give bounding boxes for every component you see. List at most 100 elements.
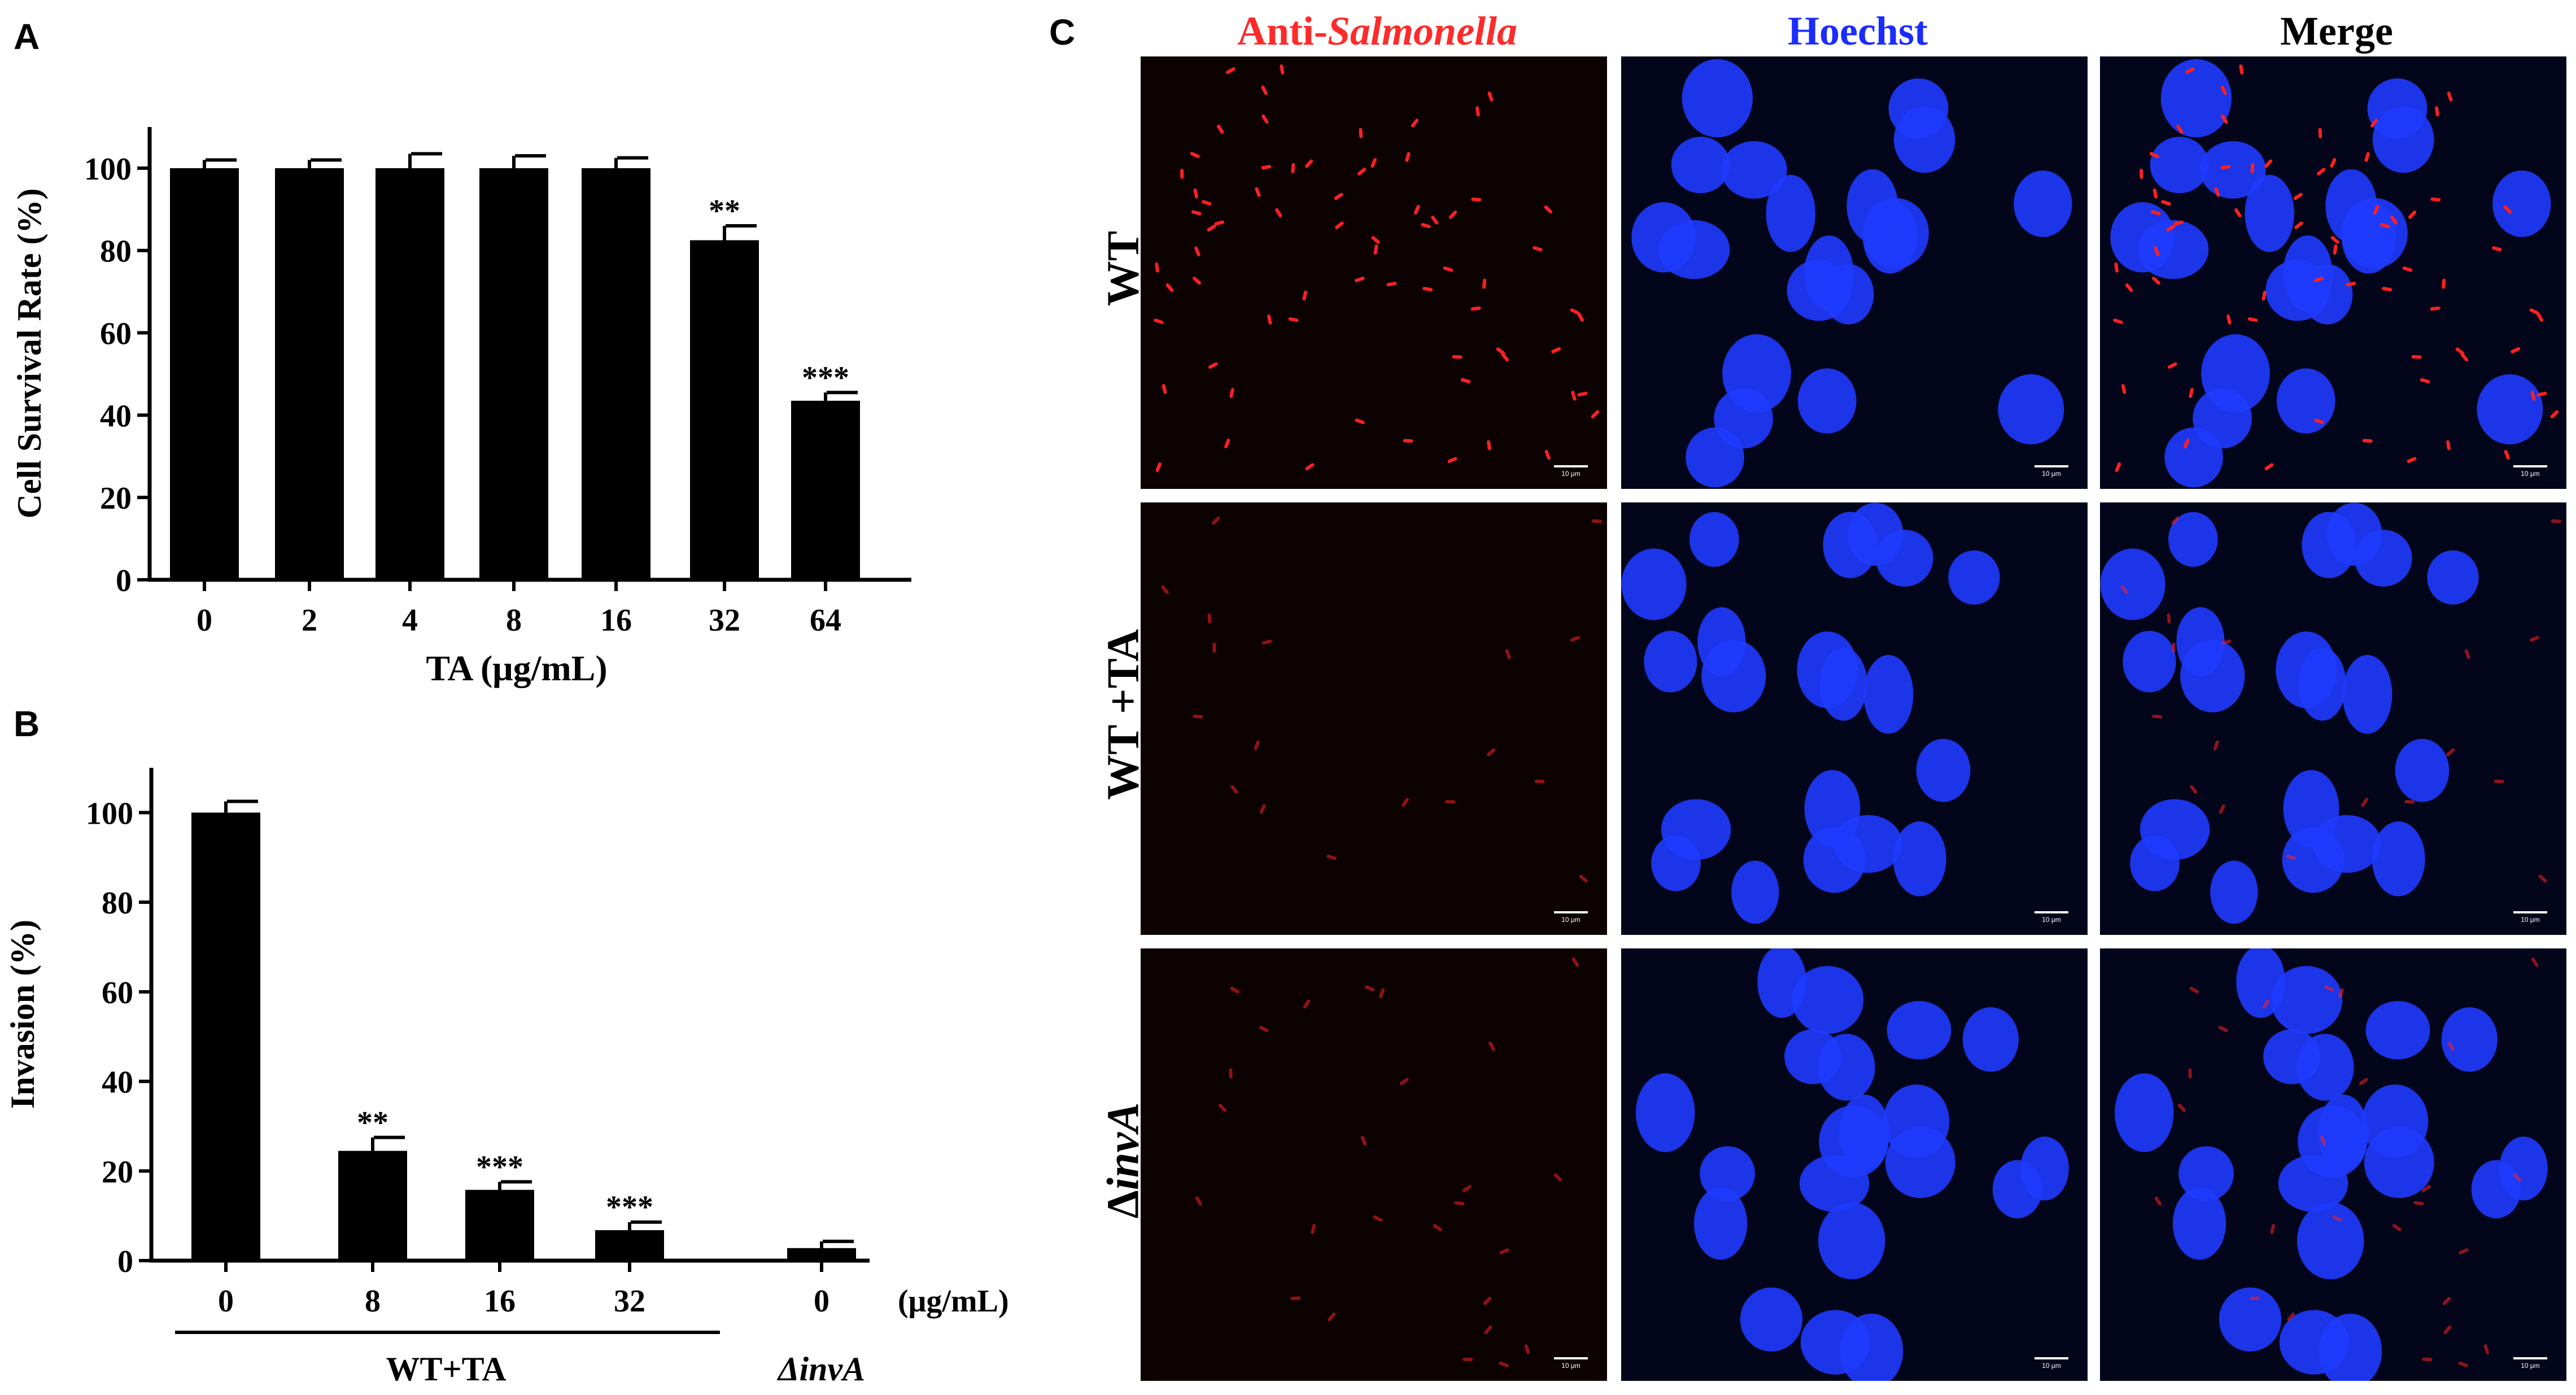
bacterium	[2346, 282, 2356, 287]
panel-letter-a: A	[14, 16, 40, 57]
bacterium	[1365, 985, 1375, 992]
a-significance: ***	[802, 360, 849, 395]
bacterium	[2333, 244, 2338, 255]
panel-letter-c: C	[1049, 12, 1076, 53]
bacterium	[2270, 1224, 2276, 1234]
bacterium	[2392, 1224, 2402, 1231]
bacterium	[2166, 224, 2176, 232]
bacterium	[2152, 714, 2163, 719]
bacterium	[1433, 1224, 1442, 1231]
bacterium	[2264, 463, 2274, 471]
bacterium	[2171, 516, 2180, 525]
bacterium	[1328, 1312, 1336, 1322]
scale-bar: 10 μm	[1554, 1357, 1588, 1372]
b-y-tick-label: 40	[102, 1065, 133, 1100]
nucleus	[2283, 769, 2339, 847]
bacterium	[1488, 1042, 1495, 1051]
micrograph-image	[2115, 948, 2548, 1381]
nucleus	[1962, 1007, 2019, 1072]
bacterium	[2152, 277, 2160, 285]
scale-bar-label: 10 μm	[2042, 470, 2061, 478]
micrograph-image	[1161, 516, 1602, 883]
bacterium	[1570, 308, 1580, 315]
nucleus	[2265, 260, 2330, 321]
nucleus	[1740, 1287, 1803, 1352]
nucleus	[1948, 550, 2000, 605]
nucleus	[2372, 106, 2434, 173]
nucleus	[2110, 202, 2175, 273]
bacterium	[1591, 410, 1600, 419]
bacterium	[1501, 353, 1509, 362]
nucleus	[1693, 1187, 1748, 1260]
nucleus	[2354, 530, 2412, 587]
nucleus	[2395, 738, 2450, 802]
bacterium	[2262, 999, 2270, 1009]
bacterium	[1399, 1078, 1409, 1086]
a-bar	[170, 168, 239, 580]
bacterium	[1475, 106, 1480, 117]
bacterium	[2113, 318, 2123, 324]
nucleus	[2276, 631, 2337, 709]
b-group-label-wt-ta: WT+TA	[386, 1350, 506, 1388]
bacterium	[2447, 91, 2453, 102]
bacterium	[2173, 220, 2184, 226]
bacterium	[1405, 152, 1411, 162]
bacterium	[1229, 388, 1234, 398]
a-x-tick-label: 8	[506, 603, 522, 638]
bacterium	[1155, 462, 1162, 473]
bacterium	[2448, 1042, 2455, 1051]
bacterium	[2189, 986, 2199, 994]
scale-bar: 10 μm	[1554, 911, 1588, 926]
bacterium	[2364, 152, 2370, 162]
scale-bar: 10 μm	[2034, 1357, 2068, 1372]
nucleus	[2342, 655, 2392, 734]
bacterium	[2421, 1185, 2431, 1192]
a-y-tick-label: 40	[100, 399, 132, 434]
bacterium	[2220, 165, 2231, 170]
bacterium	[2189, 388, 2194, 398]
bacterium	[1447, 457, 1457, 463]
bacterium	[2221, 639, 2232, 645]
nucleus	[1797, 631, 1858, 709]
nucleus	[2492, 170, 2551, 237]
bacterium	[1254, 740, 1260, 750]
bacterium	[2219, 804, 2225, 814]
a-y-tick-label: 100	[84, 152, 132, 187]
bacterium	[1326, 854, 1337, 860]
bacterium	[2221, 114, 2228, 124]
b-y-axis-label: Invasion (%)	[4, 920, 41, 1109]
nucleus	[2210, 860, 2258, 924]
bacterium	[1577, 312, 1584, 322]
nucleus	[1804, 769, 1861, 847]
a-x-tick-label: 16	[600, 603, 632, 638]
bacterium	[1462, 1185, 1472, 1192]
micrograph-delta-inva-anti-salmonella: 10 μm	[1141, 948, 1607, 1381]
bacterium	[1155, 262, 1159, 273]
bacterium	[2220, 85, 2227, 95]
b-x-tick-label: 0	[218, 1284, 234, 1319]
a-x-tick-label: 2	[302, 603, 317, 638]
bacterium	[1288, 317, 1299, 322]
nucleus	[1875, 530, 1933, 587]
bacterium	[2140, 168, 2143, 179]
nucleus	[2172, 1187, 2226, 1260]
bacterium	[1357, 168, 1366, 176]
bacterium	[1373, 244, 1378, 255]
bacterium	[1422, 287, 1433, 292]
b-bar	[338, 1151, 407, 1261]
bacterium	[1443, 266, 1453, 272]
scale-bar: 10 μm	[2034, 911, 2068, 926]
scale-bar-label: 10 μm	[1561, 470, 1580, 478]
bacterium	[2154, 1196, 2162, 1206]
bacterium	[1373, 1215, 1383, 1222]
bacterium	[1261, 165, 1272, 170]
a-y-tick-label: 20	[100, 481, 132, 516]
a-x-axis-label: TA (μg/mL)	[426, 648, 607, 688]
micrograph-delta-inva-merge: 10 μm	[2100, 948, 2566, 1381]
bacterium	[2176, 124, 2184, 134]
bacterium	[2402, 266, 2413, 272]
bacterium	[1524, 1344, 1530, 1354]
bacterium	[2154, 246, 2160, 256]
bacterium	[2320, 1135, 2326, 1145]
b-x-tick-label: 32	[614, 1284, 645, 1319]
